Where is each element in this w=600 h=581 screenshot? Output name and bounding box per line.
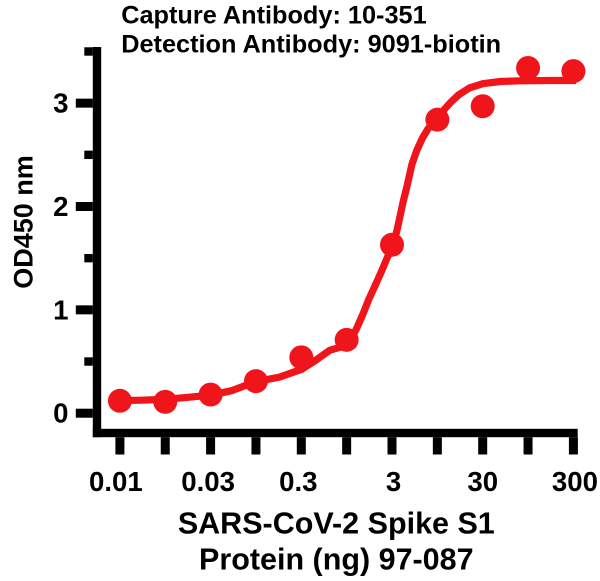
x-axis-line: [92, 428, 578, 438]
y-axis-line: [92, 47, 102, 438]
y-tick-label: 2: [53, 191, 68, 222]
x-tick: [523, 437, 533, 455]
y-major-tick: [75, 202, 93, 211]
axes: 0 1 2 3 0.01 0.03 0.3 3 30 300: [53, 47, 598, 497]
fit-curve: [118, 76, 577, 405]
y-axis-title: OD450 nm: [8, 155, 38, 289]
x-tick: [478, 437, 488, 455]
x-tick: [342, 437, 352, 455]
x-axis-title-line1: SARS-CoV-2 Spike S1: [178, 507, 495, 541]
data-point-marker: [289, 345, 314, 370]
x-tick: [568, 437, 578, 455]
data-point-marker: [561, 59, 586, 84]
data-series: [107, 56, 586, 414]
x-tick: [206, 437, 216, 455]
data-point-marker: [198, 382, 223, 407]
y-tick-label: 1: [53, 294, 68, 325]
y-minor-tick: [84, 357, 93, 366]
y-major-tick: [75, 408, 93, 418]
x-tick: [296, 437, 306, 455]
y-tick-label: 3: [53, 88, 68, 119]
x-tick: [432, 437, 442, 455]
x-tick: [387, 437, 397, 455]
x-axis-title-line2: Protein (ng) 97-087: [199, 543, 474, 577]
y-major-tick: [75, 98, 93, 108]
figure-title-line2: Detection Antibody: 9091-biotin: [121, 31, 501, 59]
x-tick: [160, 437, 170, 455]
y-major-tick: [75, 305, 93, 315]
x-tick-label: 30: [467, 466, 498, 497]
figure-title-line1: Capture Antibody: 10-351: [121, 1, 427, 29]
x-tick: [115, 437, 125, 455]
y-minor-tick: [84, 47, 93, 56]
data-point-marker: [470, 94, 495, 119]
x-tick-label: 300: [552, 466, 598, 497]
y-tick-label: 0: [53, 398, 68, 429]
x-tick-label: 3: [386, 466, 401, 497]
data-point-marker: [334, 327, 359, 352]
x-tick-label: 0.03: [181, 466, 235, 497]
data-point-marker: [380, 232, 404, 257]
data-point-marker: [425, 107, 450, 132]
x-tick-label: 0.01: [89, 466, 143, 497]
data-point-marker: [107, 388, 132, 413]
data-point-marker: [243, 369, 268, 394]
x-tick-label: 0.3: [279, 466, 317, 497]
y-minor-tick: [84, 150, 93, 160]
x-tick: [251, 437, 261, 455]
data-point-marker: [153, 389, 178, 414]
data-point-marker: [516, 56, 541, 81]
y-minor-tick: [84, 253, 93, 263]
